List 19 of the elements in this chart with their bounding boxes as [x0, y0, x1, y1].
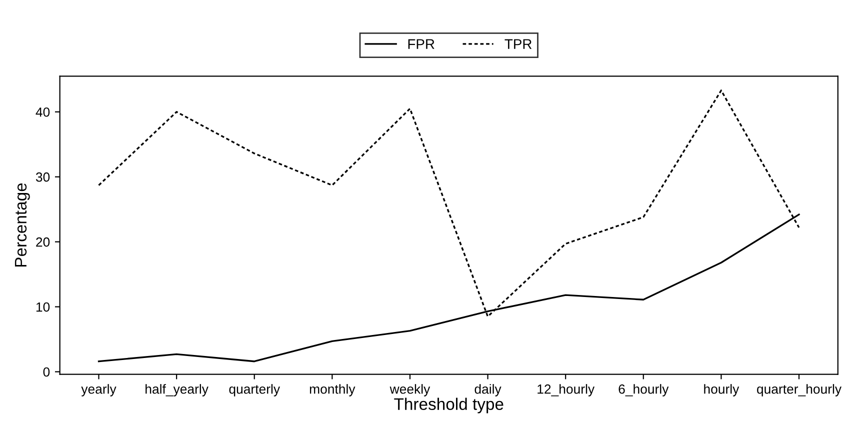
- x-tick-label: quarterly: [229, 384, 280, 396]
- legend-label: FPR: [408, 39, 434, 49]
- x-tick-label: monthly: [310, 384, 356, 396]
- y-tick-label: 30: [36, 172, 50, 182]
- x-tick-label: weekly: [390, 384, 430, 396]
- x-tick-label: yearly: [81, 384, 116, 396]
- x-axis-title: Threshold type: [394, 398, 504, 414]
- x-tick-label: 12_hourly: [538, 384, 595, 396]
- y-tick-label: 20: [36, 237, 50, 247]
- x-tick-label: daily: [474, 384, 502, 396]
- y-tick-label: 0: [43, 367, 50, 377]
- y-tick-label: 10: [36, 302, 50, 312]
- y-axis-title: Percentage: [14, 183, 30, 266]
- x-tick-label: 6_hourly: [618, 384, 669, 396]
- x-tick-label: half_yearly: [146, 384, 208, 396]
- y-tick-label: 40: [36, 107, 50, 117]
- x-tick-label: hourly: [704, 384, 740, 396]
- legend-label: TPR: [504, 39, 532, 49]
- x-tick-label: quarter_hourly: [757, 384, 842, 396]
